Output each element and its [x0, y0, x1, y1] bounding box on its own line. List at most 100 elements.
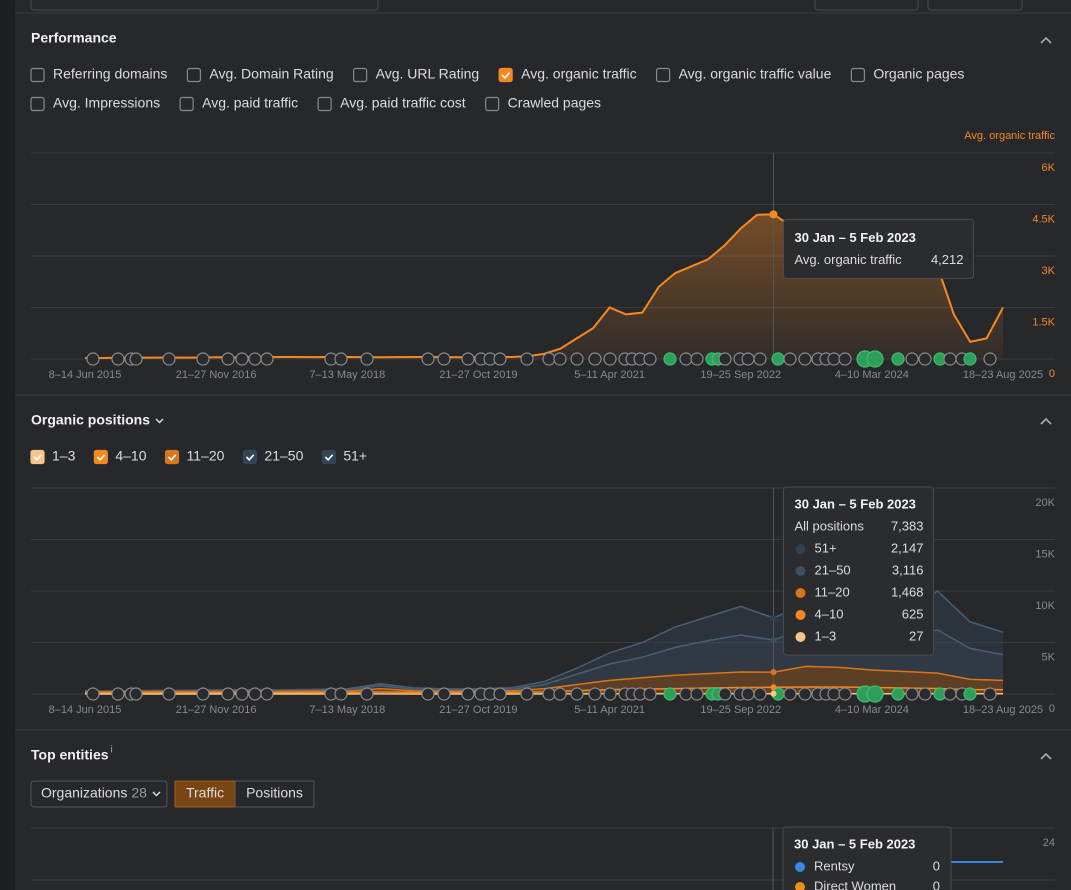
update-marker[interactable]: [690, 687, 704, 701]
update-marker[interactable]: [570, 687, 584, 701]
checkbox[interactable]: [179, 96, 194, 112]
update-marker[interactable]: [741, 687, 755, 701]
update-marker[interactable]: [86, 352, 100, 366]
checkbox[interactable]: [242, 449, 258, 465]
checkbox[interactable]: [93, 449, 108, 465]
update-marker[interactable]: [827, 687, 841, 701]
update-marker[interactable]: [221, 687, 235, 701]
update-marker[interactable]: [421, 687, 435, 701]
update-marker[interactable]: [866, 350, 884, 368]
tab-box[interactable]: [174, 780, 236, 808]
update-marker[interactable]: [827, 352, 841, 366]
update-marker[interactable]: [690, 352, 704, 366]
update-marker[interactable]: [360, 687, 374, 701]
update-marker[interactable]: [643, 352, 657, 366]
metric-option[interactable]: Referring domains: [53, 66, 167, 82]
checkbox[interactable]: [30, 96, 45, 112]
update-marker[interactable]: [838, 687, 852, 701]
update-marker[interactable]: [196, 687, 210, 701]
update-marker[interactable]: [718, 687, 732, 701]
update-marker[interactable]: [783, 687, 797, 701]
update-marker[interactable]: [248, 352, 262, 366]
update-marker[interactable]: [129, 352, 143, 366]
series-toggle[interactable]: 11–20: [187, 448, 225, 464]
update-marker[interactable]: [679, 352, 693, 366]
top-button[interactable]: [927, 0, 1023, 11]
update-marker[interactable]: [248, 687, 262, 701]
tab[interactable]: Positions: [246, 785, 303, 801]
update-marker[interactable]: [603, 687, 617, 701]
update-marker[interactable]: [553, 687, 567, 701]
update-marker[interactable]: [111, 687, 125, 701]
checkbox[interactable]: [498, 67, 513, 83]
update-marker[interactable]: [753, 352, 767, 366]
dropdown-icon[interactable]: [155, 418, 164, 424]
filter-count[interactable]: 28: [131, 785, 147, 801]
update-marker[interactable]: [260, 687, 274, 701]
checkbox[interactable]: [317, 96, 332, 112]
metric-option[interactable]: Avg. organic traffic value: [679, 66, 832, 82]
checkbox[interactable]: [186, 67, 201, 83]
update-marker[interactable]: [461, 687, 475, 701]
update-marker[interactable]: [196, 352, 210, 366]
update-marker[interactable]: [771, 352, 785, 366]
update-marker[interactable]: [718, 352, 732, 366]
update-marker[interactable]: [520, 352, 534, 366]
update-marker[interactable]: [588, 687, 602, 701]
update-marker[interactable]: [493, 352, 507, 366]
update-marker[interactable]: [838, 352, 852, 366]
series-toggle[interactable]: 51+: [343, 448, 367, 464]
update-marker[interactable]: [983, 352, 997, 366]
checkbox[interactable]: [353, 67, 368, 83]
update-marker[interactable]: [943, 352, 957, 366]
update-marker[interactable]: [741, 352, 755, 366]
update-marker[interactable]: [943, 687, 957, 701]
top-button[interactable]: [814, 0, 919, 11]
update-marker[interactable]: [891, 687, 905, 701]
checkbox[interactable]: [30, 67, 45, 83]
section-title[interactable]: Organic positions: [31, 412, 150, 428]
update-marker[interactable]: [588, 352, 602, 366]
update-marker[interactable]: [360, 352, 374, 366]
update-marker[interactable]: [983, 687, 997, 701]
update-marker[interactable]: [162, 352, 176, 366]
checkbox[interactable]: [30, 449, 45, 465]
update-marker[interactable]: [963, 352, 977, 366]
checkbox[interactable]: [485, 96, 500, 112]
update-marker[interactable]: [260, 352, 274, 366]
update-marker[interactable]: [753, 687, 767, 701]
update-marker[interactable]: [798, 687, 812, 701]
update-marker[interactable]: [235, 352, 249, 366]
update-marker[interactable]: [129, 687, 143, 701]
update-marker[interactable]: [421, 352, 435, 366]
checkbox[interactable]: [655, 67, 671, 83]
update-marker[interactable]: [221, 352, 235, 366]
dropdown[interactable]: [30, 780, 168, 808]
update-marker[interactable]: [643, 687, 657, 701]
update-marker[interactable]: [520, 687, 534, 701]
metric-option[interactable]: Crawled pages: [508, 95, 601, 111]
metric-option[interactable]: Avg. URL Rating: [376, 66, 480, 82]
update-marker[interactable]: [334, 687, 348, 701]
update-marker[interactable]: [663, 687, 677, 701]
update-marker[interactable]: [86, 687, 100, 701]
collapse-icon[interactable]: [1040, 752, 1052, 760]
metric-option[interactable]: Organic pages: [873, 66, 964, 82]
update-marker[interactable]: [679, 687, 693, 701]
series-toggle[interactable]: 21–50: [264, 448, 303, 464]
update-marker[interactable]: [905, 352, 919, 366]
tab-box[interactable]: [234, 780, 315, 808]
update-marker[interactable]: [334, 352, 348, 366]
update-marker[interactable]: [437, 352, 451, 366]
checkbox[interactable]: [321, 449, 336, 465]
update-marker[interactable]: [437, 687, 451, 701]
update-marker[interactable]: [162, 687, 176, 701]
series-toggle[interactable]: 4–10: [115, 448, 146, 464]
update-marker[interactable]: [866, 685, 884, 703]
checkbox[interactable]: [850, 67, 865, 83]
update-marker[interactable]: [493, 687, 507, 701]
update-marker[interactable]: [461, 352, 475, 366]
update-marker[interactable]: [603, 352, 617, 366]
metric-option[interactable]: Avg. Domain Rating: [209, 66, 333, 82]
metric-option[interactable]: Avg. paid traffic: [202, 95, 298, 111]
